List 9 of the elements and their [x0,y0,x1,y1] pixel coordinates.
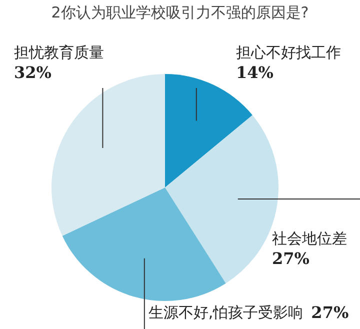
data-label: 14% [236,63,274,82]
data-label: 32% [14,63,52,82]
slice-label: 生源不好,怕孩子受影响 [148,303,304,322]
slice-label: 社会地位差 [272,229,347,248]
slice-label: 担心不好找工作 [236,43,341,62]
chart-title: 2你认为职业学校吸引力不强的原因是? [51,3,309,22]
data-label: 27% [311,303,349,322]
slice-label: 担忧教育质量 [14,43,104,62]
data-label: 27% [272,249,310,268]
